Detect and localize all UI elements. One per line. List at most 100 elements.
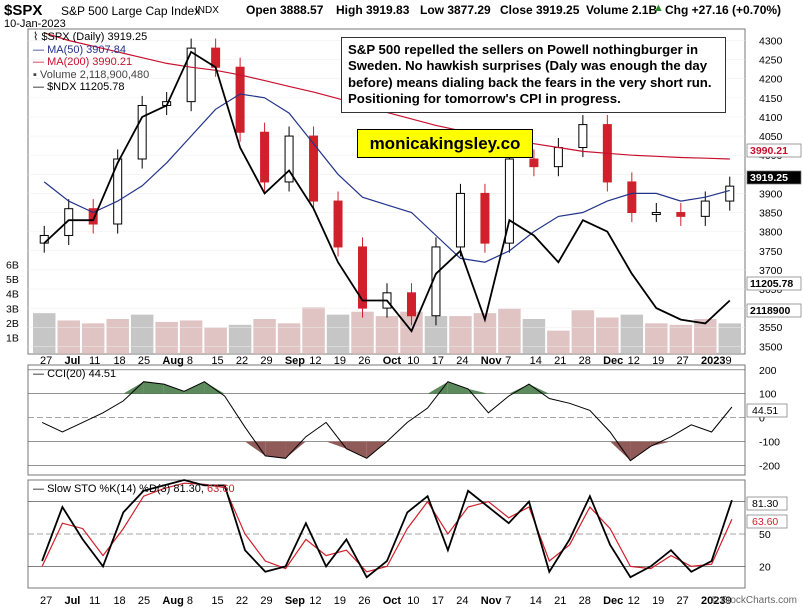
legend-ndx: — $NDX 11205.78 xyxy=(33,81,125,93)
cci-value-tag xyxy=(746,403,788,418)
sto-value-tag-label: 63.60 xyxy=(752,516,778,528)
cci-overbought-fill xyxy=(163,384,185,394)
value-tag-label: 3990.21 xyxy=(750,145,788,157)
cci-tick-label: 0 xyxy=(759,413,765,425)
candle-body xyxy=(700,200,710,217)
volume-tick-label: 5B xyxy=(6,274,19,286)
cci-oversold-fill xyxy=(326,441,347,449)
price-legend: ⌇ $SPX (Daily) 3919.25 — MA(50) 3907.84 … xyxy=(33,31,149,94)
change-value: Chg +27.16 (+0.70%) xyxy=(665,3,782,17)
legend-ndx-label: $NDX 11205.78 xyxy=(47,81,125,93)
volume-bar xyxy=(33,313,56,354)
candle-body xyxy=(64,208,74,236)
x-tick-label: Sep xyxy=(285,595,305,607)
x-tick-label: Jul xyxy=(64,355,80,367)
x-tick-label: 18 xyxy=(113,595,125,607)
x-tick-label: 11 xyxy=(89,355,100,367)
candle-body xyxy=(284,135,294,183)
candle-body xyxy=(333,200,343,248)
cci-tick-label: 200 xyxy=(759,365,777,377)
sto-legend: — Slow STO %K(14) %D(3) 81.30, 63.60 xyxy=(33,483,235,495)
volume-value: Volume 2.1B xyxy=(586,3,658,17)
cci-layer xyxy=(28,369,745,466)
volume-bar xyxy=(228,324,252,354)
cci-overbought-fill xyxy=(427,381,448,394)
candle-body xyxy=(627,181,637,214)
x-tick-label: 29 xyxy=(260,595,272,607)
candle-body xyxy=(235,66,245,133)
sto-panel-frame xyxy=(27,479,746,589)
sto-tick-label: 50 xyxy=(759,529,771,541)
volume-bar xyxy=(596,317,619,354)
x-tick-label: 14 xyxy=(530,595,542,607)
sto-value-tag xyxy=(746,514,788,529)
x-tick-label: 7 xyxy=(505,355,511,367)
candle-body xyxy=(358,246,368,309)
volume-bar xyxy=(645,323,668,354)
brand-badge[interactable]: monicakingsley.co xyxy=(357,129,533,158)
price-tick-label: 4250 xyxy=(759,55,783,67)
sto-tick-label: 20 xyxy=(759,561,771,573)
volume-bar xyxy=(571,310,595,354)
sto-d-line xyxy=(41,482,733,573)
x-tick-label: 22 xyxy=(236,355,248,367)
candle-body xyxy=(529,158,539,168)
cci-overbought-fill xyxy=(123,381,144,394)
x-tick-label: 24 xyxy=(456,355,468,367)
cci-overbought-fill xyxy=(468,388,489,394)
x-tick-label: 8 xyxy=(187,595,193,607)
value-tag xyxy=(746,143,802,158)
candle-body xyxy=(211,47,221,68)
cci-tick-label: -100 xyxy=(759,437,780,449)
volume-bar xyxy=(400,311,423,354)
volume-bar xyxy=(669,324,693,354)
volume-tick-label: 3B xyxy=(6,303,19,315)
value-tag-label: 11205.78 xyxy=(750,278,793,290)
x-tick-label: 25 xyxy=(138,355,150,367)
candle-body xyxy=(406,292,416,317)
x-tick-label: 12 xyxy=(628,355,640,367)
volume-bar xyxy=(57,320,80,354)
value-tag xyxy=(746,276,802,291)
x-tick-label: 29 xyxy=(260,355,272,367)
x-tick-label: Sep xyxy=(285,355,305,367)
volume-bar xyxy=(253,319,276,354)
volume-tick-label: 1B xyxy=(6,332,19,344)
sto-label-d: 63.60 xyxy=(207,483,235,495)
legend-ma200-label: MA(200) 3990.21 xyxy=(47,56,133,68)
watermark: © StockCharts.com xyxy=(710,595,797,606)
volume-bar xyxy=(473,313,497,354)
x-tick-label: 21 xyxy=(554,355,566,367)
x-tick-label: Oct xyxy=(383,355,402,367)
up-arrow-icon: ▲ xyxy=(653,2,664,14)
cci-oversold-fill xyxy=(610,441,631,461)
candle-body xyxy=(676,212,686,217)
volume-bar xyxy=(155,321,178,354)
x-tick-label: 14 xyxy=(530,355,542,367)
legend-price-label: $SPX (Daily) 3919.25 xyxy=(41,31,148,43)
commentary-callout: S&P 500 repelled the sellers on Powell n… xyxy=(341,37,726,113)
x-tick-label: 9 xyxy=(726,595,732,607)
x-tick-label: 15 xyxy=(211,595,223,607)
x-tick-label: Aug xyxy=(162,595,183,607)
x-tick-label: 25 xyxy=(138,595,150,607)
x-tick-label: Dec xyxy=(603,355,623,367)
sto-k-line xyxy=(41,479,733,579)
legend-volume: ▪ Volume 2,118,900,480 xyxy=(33,68,150,81)
sto-value-tag-label: 81.30 xyxy=(752,498,778,510)
x-tick-label: 28 xyxy=(579,355,591,367)
volume-bar xyxy=(204,327,227,354)
volume-bar xyxy=(547,330,570,354)
price-tick-label: 3750 xyxy=(759,246,783,258)
price-tick-label: 4050 xyxy=(759,131,783,143)
candle-body xyxy=(553,147,563,168)
x-tick-label: 27 xyxy=(677,355,689,367)
volume-bar xyxy=(522,319,546,354)
value-tag-label: 2118900 xyxy=(750,305,790,317)
x-tick-label: 10 xyxy=(407,355,419,367)
price-tick-label: 4300 xyxy=(759,35,783,47)
x-tick-label: 12 xyxy=(309,355,321,367)
x-tick-label: 22 xyxy=(236,595,248,607)
price-tick-label: 4100 xyxy=(759,112,783,124)
x-tick-label: 12 xyxy=(309,595,321,607)
